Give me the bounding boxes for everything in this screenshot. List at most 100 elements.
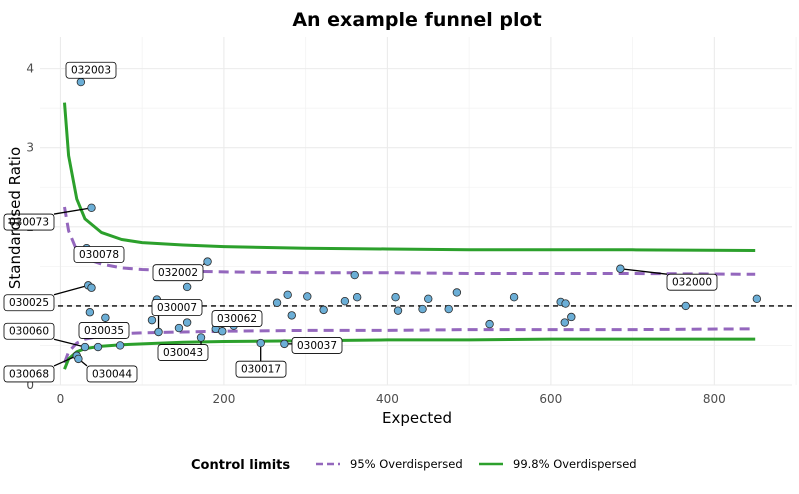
label-box (211, 310, 263, 327)
x-axis-ticks: 0 200 400 600 800 (57, 392, 726, 406)
point-label: 030068 (9, 368, 49, 380)
point-label: 030044 (92, 368, 132, 380)
data-point (115, 341, 125, 350)
label-box (3, 365, 55, 383)
x-tick-label: 400 (376, 392, 399, 406)
label-box (157, 344, 209, 361)
data-point (561, 299, 570, 308)
data-point (340, 296, 350, 306)
data-point (203, 257, 212, 266)
label-box (65, 61, 117, 79)
control-limit-lines (63, 102, 756, 370)
data-point (85, 308, 95, 317)
x-tick-label: 0 (57, 392, 65, 406)
label-box (235, 360, 287, 378)
data-point (80, 342, 90, 352)
data-point (287, 311, 296, 320)
data-point (424, 294, 433, 303)
data-point (681, 301, 690, 311)
data-point (418, 304, 427, 314)
data-point (350, 270, 359, 280)
point-label: 030017 (241, 364, 281, 376)
label-box (78, 322, 130, 339)
point-label: 030062 (217, 313, 257, 325)
y-tick-label: 3 (26, 141, 34, 155)
data-point (256, 338, 265, 348)
data-point (101, 313, 110, 322)
data-point (280, 339, 289, 349)
legend: Control limits 95% Overdispersed 99.8% O… (191, 457, 637, 473)
data-point (93, 342, 103, 352)
point-label: 030035 (84, 325, 124, 337)
label-box (666, 273, 718, 291)
data-point (196, 333, 206, 342)
chart-title: An example funnel plot (292, 9, 541, 31)
data-point (174, 323, 184, 333)
point-label: 030073 (9, 217, 49, 229)
limit-lower-95 (63, 327, 756, 364)
label-box (86, 365, 138, 383)
label-box (73, 246, 125, 263)
x-tick-label: 200 (212, 392, 235, 406)
label-box (3, 213, 55, 231)
data-point (560, 318, 569, 327)
label-leader-line (53, 207, 92, 215)
label-leader-line (53, 284, 89, 296)
point-label: 030037 (297, 340, 337, 352)
data-point (567, 312, 576, 322)
label-leader-line (620, 268, 668, 275)
label-box (3, 294, 55, 312)
data-point (444, 304, 453, 314)
point-label: 032000 (672, 277, 712, 289)
data-point (76, 77, 86, 87)
data-point (303, 292, 312, 301)
data-point (182, 282, 192, 292)
point-label: 032002 (158, 267, 198, 279)
legend-title: Control limits (191, 458, 290, 473)
data-point (485, 319, 494, 329)
point-label: 030043 (163, 347, 203, 359)
point-label: 032003 (71, 65, 111, 77)
y-tick-label: 4 (26, 62, 34, 76)
data-point (509, 293, 519, 302)
label-box (3, 322, 55, 340)
y-axis-title: Standardised Ratio (6, 147, 24, 289)
data-point (752, 294, 762, 303)
label-box (151, 299, 203, 316)
data-point (283, 290, 292, 300)
data-point (352, 293, 362, 302)
y-tick-label: 0 (26, 378, 34, 392)
data-point (147, 315, 157, 325)
limit-lower-998 (63, 337, 756, 370)
x-axis-title: Expected (382, 409, 452, 427)
limit-upper-998 (63, 102, 756, 252)
grid-major (40, 37, 792, 386)
x-tick-label: 600 (539, 392, 562, 406)
point-label: 030060 (9, 326, 49, 338)
data-point (616, 264, 625, 273)
limit-upper-95 (63, 206, 756, 276)
label-box (152, 264, 204, 282)
legend-label-95: 95% Overdispersed (350, 457, 463, 471)
x-tick-label: 800 (703, 392, 726, 406)
label-box (291, 337, 343, 354)
point-label: 030007 (157, 302, 197, 314)
data-point (319, 305, 328, 315)
label-leader-line (53, 338, 86, 348)
data-point (272, 298, 282, 307)
legend-label-998: 99.8% Overdispersed (513, 457, 637, 471)
label-leader-lines (53, 78, 668, 367)
data-point (87, 203, 96, 213)
point-label: 030025 (9, 297, 49, 309)
data-point (393, 306, 403, 315)
data-point (452, 288, 462, 297)
point-label: 030078 (79, 249, 119, 261)
data-point (154, 327, 163, 337)
data-point (87, 283, 96, 292)
data-point (218, 327, 227, 336)
data-point (74, 354, 83, 364)
data-points (72, 77, 762, 364)
data-point (182, 318, 192, 327)
data-point (391, 293, 400, 302)
